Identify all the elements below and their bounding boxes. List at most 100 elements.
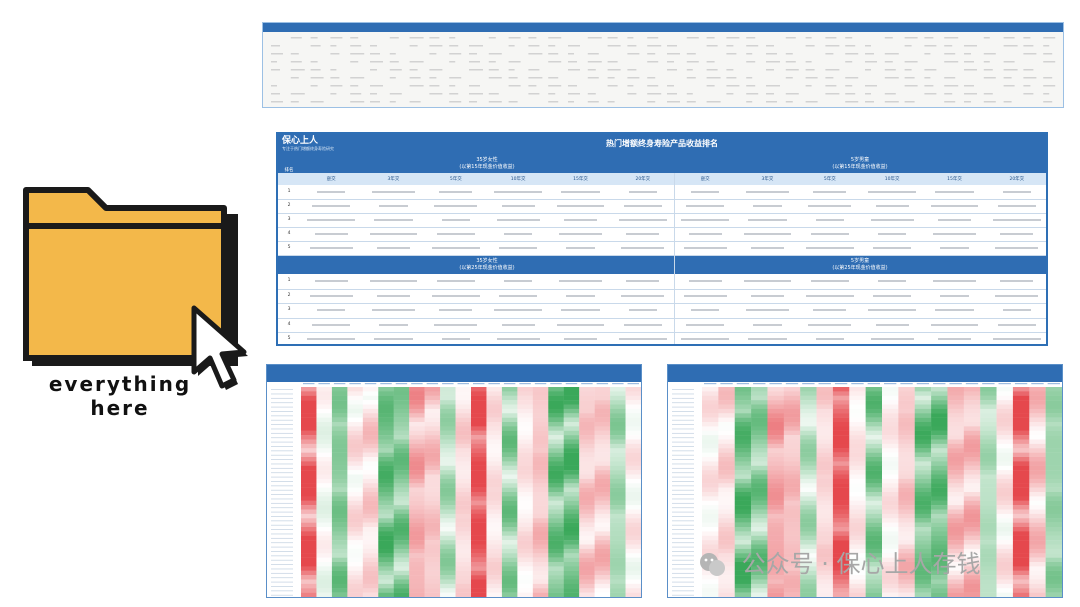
cell-placeholder bbox=[647, 53, 656, 55]
col-header-placeholder bbox=[426, 383, 439, 385]
heat-cell bbox=[625, 478, 641, 484]
heat-cell bbox=[563, 457, 580, 462]
heat-cell bbox=[865, 487, 883, 493]
heat-cell bbox=[548, 408, 564, 414]
heat-cell bbox=[980, 527, 997, 532]
cell-placeholder bbox=[865, 85, 877, 87]
heat-cell bbox=[362, 579, 379, 585]
heat-cell bbox=[486, 400, 503, 405]
product-name-placeholder bbox=[753, 205, 782, 207]
row-label-placeholder bbox=[672, 446, 694, 447]
heat-cell bbox=[548, 457, 564, 462]
product-name-placeholder bbox=[813, 191, 847, 193]
heat-cell bbox=[532, 400, 549, 405]
heat-cell bbox=[532, 391, 549, 396]
heat-cell bbox=[1045, 400, 1062, 405]
heat-cell bbox=[783, 522, 801, 528]
heat-cell bbox=[996, 483, 1014, 488]
cell-placeholder bbox=[825, 37, 837, 39]
row-label-placeholder bbox=[672, 572, 694, 574]
product-name-placeholder bbox=[563, 338, 597, 340]
cell-placeholder bbox=[508, 101, 518, 103]
heat-cell bbox=[594, 448, 611, 453]
heat-cell bbox=[393, 387, 410, 392]
heat-cell bbox=[963, 448, 981, 453]
heat-cell bbox=[331, 562, 348, 567]
heat-cell bbox=[1029, 588, 1046, 593]
heat-cell bbox=[702, 417, 719, 423]
product-name-placeholder bbox=[314, 280, 348, 282]
heat-cell bbox=[1029, 496, 1046, 501]
heat-cell bbox=[882, 457, 899, 462]
heat-cell bbox=[610, 566, 626, 571]
product-name-placeholder bbox=[626, 280, 660, 282]
cell-placeholder bbox=[429, 85, 440, 87]
heat-cell bbox=[1029, 417, 1046, 423]
heat-cell bbox=[301, 478, 317, 484]
heat-cell bbox=[532, 553, 549, 558]
heat-cell bbox=[718, 457, 735, 462]
heat-cell bbox=[548, 566, 564, 571]
heat-cell bbox=[301, 562, 317, 567]
cell-placeholder bbox=[845, 61, 853, 63]
heat-cell bbox=[378, 496, 394, 501]
cell-placeholder bbox=[409, 37, 424, 39]
heat-cell bbox=[718, 544, 735, 550]
heat-cell bbox=[455, 592, 472, 597]
row-label-placeholder bbox=[271, 555, 293, 557]
heat-cell bbox=[816, 553, 834, 558]
heat-cell bbox=[594, 413, 611, 418]
heat-cell bbox=[625, 513, 641, 519]
heat-cell bbox=[393, 417, 410, 423]
heat-cell bbox=[898, 461, 915, 466]
heat-cell bbox=[914, 492, 932, 497]
heat-cell bbox=[865, 448, 883, 453]
heat-cell bbox=[783, 518, 801, 523]
heat-cell bbox=[898, 566, 915, 571]
heat-cell bbox=[579, 592, 595, 597]
heat-cell bbox=[455, 461, 472, 466]
row-label-placeholder bbox=[271, 476, 293, 478]
heat-cell bbox=[865, 557, 883, 563]
heat-cell bbox=[1029, 540, 1046, 545]
heat-cell bbox=[347, 531, 364, 536]
heat-cell bbox=[1012, 426, 1030, 431]
heat-cell bbox=[331, 400, 348, 405]
cell-placeholder bbox=[865, 69, 871, 71]
heat-cell bbox=[767, 465, 785, 471]
cell-placeholder bbox=[865, 93, 871, 95]
heat-cell bbox=[440, 496, 456, 501]
heat-cell bbox=[800, 452, 817, 458]
heat-cell bbox=[532, 470, 549, 475]
heat-cell bbox=[393, 557, 410, 563]
heat-cell bbox=[898, 404, 915, 410]
heat-cell bbox=[1012, 408, 1030, 414]
cell-placeholder bbox=[766, 61, 780, 63]
cell-placeholder bbox=[726, 37, 740, 39]
heat-cell bbox=[393, 478, 410, 484]
heat-cell bbox=[610, 500, 626, 506]
heat-cell bbox=[980, 588, 997, 593]
watermark-text: 公众号 · 保心上人存钱 bbox=[741, 550, 981, 578]
heat-cell bbox=[996, 553, 1014, 558]
heat-cell bbox=[501, 566, 518, 571]
heat-cell bbox=[702, 387, 719, 392]
heat-cell bbox=[751, 487, 768, 493]
heat-cell bbox=[409, 522, 425, 528]
heat-cell bbox=[718, 395, 735, 401]
heat-cell bbox=[783, 417, 801, 423]
heat-cell bbox=[963, 483, 981, 488]
product-name-placeholder bbox=[688, 233, 722, 235]
heat-cell bbox=[898, 439, 915, 445]
heat-cell bbox=[409, 544, 425, 550]
heat-cell bbox=[865, 404, 883, 410]
heat-cell bbox=[625, 439, 641, 445]
heat-cell bbox=[931, 430, 948, 436]
heat-cell bbox=[914, 562, 932, 567]
product-name-placeholder bbox=[997, 205, 1036, 207]
heat-cell bbox=[440, 387, 456, 392]
heat-cell bbox=[378, 531, 394, 536]
heat-cell bbox=[996, 557, 1014, 563]
heat-cell bbox=[610, 518, 626, 523]
col-header-placeholder bbox=[349, 383, 361, 385]
